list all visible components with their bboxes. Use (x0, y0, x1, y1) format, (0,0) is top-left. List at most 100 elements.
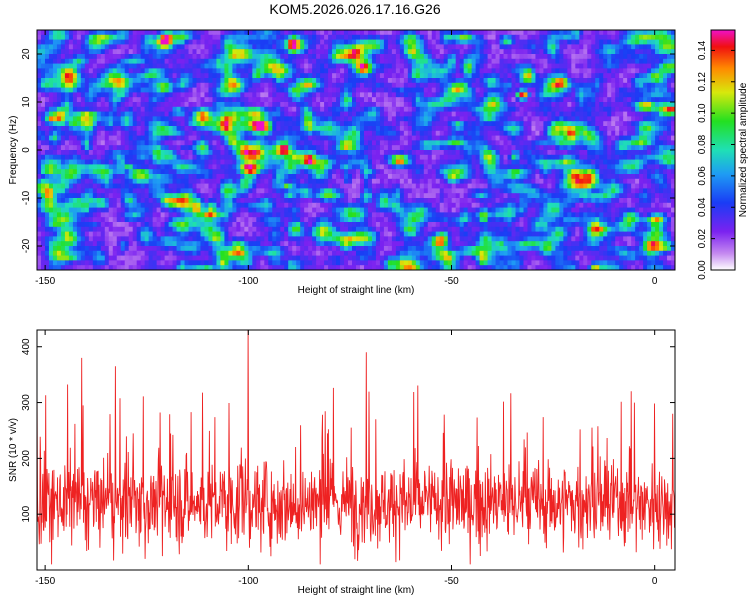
heatmap-cell (455, 106, 461, 113)
heatmap-cell (292, 145, 297, 151)
heatmap-cell (308, 97, 313, 103)
heatmap-cell (591, 54, 596, 60)
heatmap-cell (224, 106, 229, 113)
heatmap-cell (336, 78, 341, 84)
heatmap-cell (60, 164, 66, 170)
heatmap-cell (288, 87, 293, 93)
heatmap-cell (196, 111, 202, 117)
heatmap-cell (92, 44, 98, 50)
heatmap-cell (320, 97, 325, 103)
heatmap-cell (551, 92, 556, 98)
heatmap-cell (76, 34, 82, 41)
heatmap-cell (507, 154, 513, 161)
heatmap-cell (631, 44, 636, 50)
heatmap-cell (371, 106, 377, 113)
heatmap-cell (140, 82, 146, 89)
heatmap-cell (475, 63, 481, 69)
heatmap-cell (152, 58, 158, 65)
heatmap-cell (387, 34, 393, 41)
heatmap-cell (252, 106, 257, 113)
heatmap-cell (579, 58, 584, 65)
heatmap-cell (140, 73, 146, 79)
heatmap-cell (415, 126, 421, 132)
heatmap-cell (671, 111, 675, 117)
heatmap-cell (619, 92, 624, 98)
heatmap-cell (575, 30, 580, 36)
heatmap-cell (316, 164, 321, 170)
heatmap-cell (435, 54, 441, 60)
heatmap-cell (300, 159, 305, 165)
heatmap-cell (340, 145, 345, 151)
heatmap-cell (411, 121, 417, 127)
heatmap-cell (316, 30, 321, 36)
heatmap-cell (252, 87, 257, 93)
heatmap-cell (164, 92, 170, 98)
heatmap-cell (216, 63, 222, 69)
heatmap-cell (507, 44, 513, 50)
heatmap-cell (240, 68, 245, 74)
heatmap-cell (507, 97, 513, 103)
heatmap-cell (667, 130, 672, 137)
heatmap-cell (567, 87, 572, 93)
heatmap-cell (399, 78, 405, 84)
heatmap-cell (224, 121, 229, 127)
heatmap-cell (304, 164, 309, 170)
heatmap-cell (144, 102, 150, 108)
heatmap-cell (252, 58, 257, 65)
heatmap-cell (463, 34, 469, 41)
heatmap-cell (611, 126, 616, 132)
heatmap-cell (451, 126, 457, 132)
heatmap-cell (112, 135, 118, 141)
heatmap-cell (116, 164, 122, 170)
heatmap-cell (148, 145, 154, 151)
heatmap-cell (276, 97, 281, 103)
heatmap-cell (571, 92, 576, 98)
heatmap-cell (451, 169, 457, 175)
heatmap-cell (659, 169, 664, 175)
heatmap-cell (88, 164, 94, 170)
heatmap-cell (236, 159, 241, 165)
heatmap-cell (276, 121, 281, 127)
heatmap-cell (447, 49, 453, 55)
heatmap-cell (320, 126, 325, 132)
heatmap-cell (615, 102, 620, 108)
heatmap-cell (431, 102, 437, 108)
heatmap-cell (491, 87, 497, 93)
heatmap-cell (232, 97, 237, 103)
heatmap-cell (52, 159, 58, 165)
heatmap-cell (232, 68, 237, 74)
heatmap-cell (132, 87, 138, 93)
heatmap-cell (407, 164, 413, 170)
heatmap-cell (555, 44, 560, 50)
heatmap-cell (451, 73, 457, 79)
heatmap-cell (451, 78, 457, 84)
heatmap-cell (475, 126, 481, 132)
heatmap-cell (344, 30, 349, 36)
heatmap-cell (395, 106, 401, 113)
heatmap-cell (587, 58, 592, 65)
heatmap-cell (64, 174, 70, 180)
heatmap-cell (236, 121, 241, 127)
heatmap-cell (387, 49, 393, 55)
heatmap-cell (359, 159, 365, 165)
heatmap-cell (359, 116, 365, 122)
heatmap-cell (312, 164, 317, 170)
heatmap-cell (312, 78, 317, 84)
heatmap-cell (104, 87, 110, 93)
heatmap-cell (639, 140, 644, 146)
heatmap-cell (104, 58, 110, 65)
heatmap-cell (56, 87, 62, 93)
heatmap-cell (483, 63, 489, 69)
heatmap-cell (619, 73, 624, 79)
heatmap-cell (332, 78, 337, 84)
heatmap-cell (615, 92, 620, 98)
heatmap-cell (216, 78, 222, 84)
heatmap-cell (639, 82, 644, 89)
heatmap-cell (383, 121, 389, 127)
heatmap-cell (76, 121, 82, 127)
heatmap-cell (403, 169, 409, 175)
heatmap-cell (399, 130, 405, 137)
heatmap-cell (236, 164, 241, 170)
heatmap-cell (244, 126, 249, 132)
heatmap-cell (40, 126, 46, 132)
